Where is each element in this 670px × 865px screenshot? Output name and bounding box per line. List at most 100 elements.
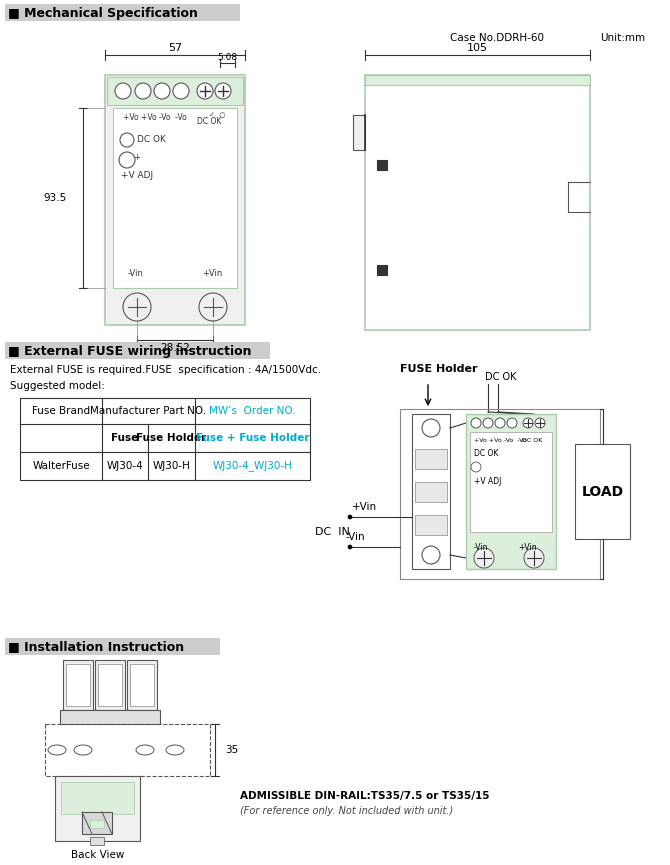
Bar bbox=[45, 724, 210, 776]
Text: 5.08: 5.08 bbox=[218, 54, 238, 62]
Text: DC  IN: DC IN bbox=[315, 527, 350, 537]
Bar bbox=[63, 660, 93, 710]
Circle shape bbox=[199, 293, 227, 321]
Text: +: + bbox=[133, 152, 140, 162]
Bar bbox=[412, 414, 450, 569]
Circle shape bbox=[471, 418, 481, 428]
Text: DC OK: DC OK bbox=[474, 450, 498, 458]
Bar bbox=[365, 75, 590, 330]
Text: DC OK: DC OK bbox=[485, 372, 517, 382]
Bar bbox=[377, 265, 387, 275]
Bar bbox=[365, 75, 590, 85]
Bar bbox=[105, 75, 245, 325]
Text: Unit:mm: Unit:mm bbox=[600, 33, 645, 43]
Text: ■ Mechanical Specification: ■ Mechanical Specification bbox=[8, 7, 198, 20]
Text: WJ30-4_WJ30-H: WJ30-4_WJ30-H bbox=[212, 460, 292, 471]
Circle shape bbox=[483, 418, 493, 428]
Text: 35: 35 bbox=[225, 745, 239, 755]
Text: Fuse: Fuse bbox=[111, 433, 139, 443]
Circle shape bbox=[535, 418, 545, 428]
Text: LOAD: LOAD bbox=[582, 484, 624, 498]
Text: ADMISSIBLE DIN-RAIL:TS35/7.5 or TS35/15: ADMISSIBLE DIN-RAIL:TS35/7.5 or TS35/15 bbox=[240, 791, 490, 801]
Circle shape bbox=[123, 293, 151, 321]
Bar bbox=[60, 710, 160, 724]
Bar bbox=[5, 4, 240, 21]
Text: -Vin: -Vin bbox=[474, 542, 488, 552]
Circle shape bbox=[115, 83, 131, 99]
Text: +Vin: +Vin bbox=[518, 542, 537, 552]
Bar bbox=[415, 515, 447, 535]
Text: +Vo +Vo -Vo  -Vo: +Vo +Vo -Vo -Vo bbox=[474, 438, 527, 443]
Bar bbox=[107, 77, 243, 105]
Text: 105: 105 bbox=[467, 43, 488, 53]
Bar bbox=[127, 660, 157, 710]
Text: WalterFuse: WalterFuse bbox=[32, 461, 90, 471]
Bar bbox=[82, 812, 112, 834]
Bar bbox=[113, 108, 237, 288]
Text: FUSE Holder: FUSE Holder bbox=[400, 364, 478, 374]
Text: External FUSE is required.FUSE  specification : 4A/1500Vdc.: External FUSE is required.FUSE specifica… bbox=[10, 365, 321, 375]
Bar bbox=[55, 776, 140, 841]
Bar bbox=[130, 664, 154, 706]
Circle shape bbox=[215, 83, 231, 99]
Text: 93.5: 93.5 bbox=[44, 193, 67, 203]
Ellipse shape bbox=[48, 745, 66, 755]
Bar bbox=[5, 638, 220, 655]
Bar bbox=[575, 444, 630, 539]
Circle shape bbox=[507, 418, 517, 428]
Bar bbox=[95, 660, 125, 710]
Text: (For reference only. Not included with unit.): (For reference only. Not included with u… bbox=[240, 806, 453, 816]
Circle shape bbox=[495, 418, 505, 428]
Circle shape bbox=[135, 83, 151, 99]
Text: WJ30-4: WJ30-4 bbox=[107, 461, 143, 471]
Circle shape bbox=[348, 515, 352, 519]
Circle shape bbox=[197, 83, 213, 99]
Circle shape bbox=[154, 83, 170, 99]
Text: Manufacturer Part NO.: Manufacturer Part NO. bbox=[90, 406, 206, 416]
Bar bbox=[470, 432, 552, 532]
Bar bbox=[415, 482, 447, 502]
Text: Suggested model:: Suggested model: bbox=[10, 381, 105, 391]
Bar bbox=[415, 449, 447, 469]
Ellipse shape bbox=[166, 745, 184, 755]
Circle shape bbox=[120, 133, 134, 147]
Text: -Vin: -Vin bbox=[128, 270, 144, 279]
Circle shape bbox=[348, 545, 352, 549]
Text: MW’s  Order NO.: MW’s Order NO. bbox=[209, 406, 296, 416]
Circle shape bbox=[524, 548, 544, 568]
Text: -Vin: -Vin bbox=[345, 532, 364, 542]
Ellipse shape bbox=[136, 745, 154, 755]
Circle shape bbox=[173, 83, 189, 99]
Text: ■ External FUSE wiring instruction: ■ External FUSE wiring instruction bbox=[8, 344, 251, 357]
Ellipse shape bbox=[74, 745, 92, 755]
Circle shape bbox=[422, 419, 440, 437]
Bar bbox=[66, 664, 90, 706]
Bar bbox=[90, 837, 104, 845]
Circle shape bbox=[471, 462, 481, 472]
Text: DC OK: DC OK bbox=[522, 438, 543, 443]
Circle shape bbox=[119, 152, 135, 168]
Text: DC OK: DC OK bbox=[137, 136, 166, 144]
Bar bbox=[98, 664, 122, 706]
Circle shape bbox=[474, 548, 494, 568]
Bar bbox=[353, 115, 365, 150]
Text: Back View: Back View bbox=[71, 850, 124, 860]
Bar bbox=[61, 782, 134, 814]
Bar bbox=[400, 409, 600, 579]
Text: 57: 57 bbox=[168, 43, 182, 53]
Bar bbox=[20, 398, 310, 480]
Text: ✓  ○: ✓ ○ bbox=[209, 112, 226, 118]
Text: Case No.DDRH-60: Case No.DDRH-60 bbox=[450, 33, 544, 43]
Text: Fuse Holder: Fuse Holder bbox=[137, 433, 206, 443]
Bar bbox=[466, 414, 556, 569]
Text: 28.52: 28.52 bbox=[160, 343, 190, 353]
Text: +V ADJ: +V ADJ bbox=[121, 170, 153, 180]
Text: ■ Installation Instruction: ■ Installation Instruction bbox=[8, 640, 184, 653]
Bar bbox=[90, 820, 104, 828]
Text: +Vin: +Vin bbox=[352, 502, 377, 512]
Text: +Vin: +Vin bbox=[202, 270, 222, 279]
Text: +V ADJ: +V ADJ bbox=[474, 477, 501, 486]
Circle shape bbox=[422, 546, 440, 564]
Bar bbox=[5, 342, 270, 359]
Text: DC OK: DC OK bbox=[197, 118, 221, 126]
